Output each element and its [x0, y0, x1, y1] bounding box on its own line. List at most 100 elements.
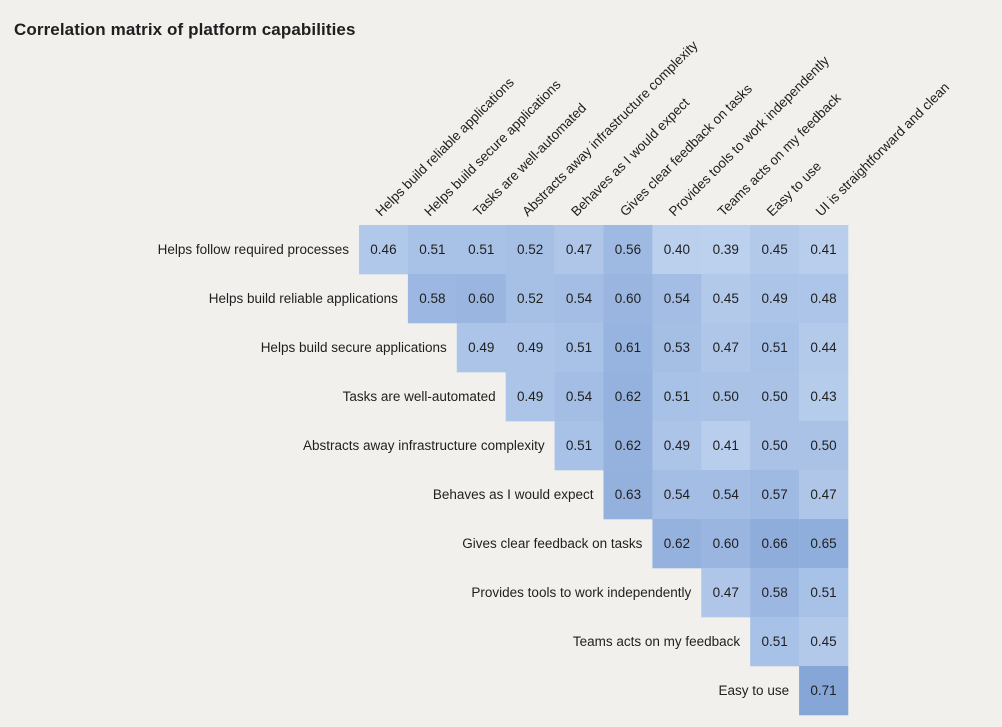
cell-value-label: 0.41	[713, 438, 739, 453]
heatmap-cell	[456, 323, 506, 373]
cell-value-label: 0.60	[615, 291, 641, 306]
cell-value-label: 0.61	[615, 340, 641, 355]
heatmap-cell	[554, 372, 604, 422]
row-label-tasks-are-well-automated: Tasks are well-automated	[343, 389, 496, 404]
heatmap-cell	[701, 519, 751, 569]
cell-value-label: 0.51	[810, 585, 836, 600]
cell-value-label: 0.44	[810, 340, 837, 355]
heatmap-cell	[603, 323, 653, 373]
cell-value-label: 0.62	[615, 389, 641, 404]
heatmap-cells: 0.46 0.51 0.51 0.52 0.47 0.56 0.40 0.39 0.45 0.41…	[359, 225, 849, 716]
cell-value-label: 0.50	[762, 438, 788, 453]
cell-value-label: 0.57	[762, 487, 788, 502]
cell-value-label: 0.48	[810, 291, 836, 306]
row-label-easy-to-use: Easy to use	[719, 683, 790, 698]
heatmap-cell	[701, 274, 751, 324]
heatmap-cell	[603, 225, 653, 275]
cell-value-label: 0.49	[762, 291, 788, 306]
cell-value-label: 0.54	[713, 487, 740, 502]
cell-value-label: 0.66	[762, 536, 788, 551]
heatmap-cell	[652, 470, 702, 520]
heatmap-cell	[750, 372, 800, 422]
heatmap-cell	[456, 274, 506, 324]
row-label-abstracts-away-infrastructure-complexity: Abstracts away infrastructure complexity	[303, 438, 545, 453]
heatmap-cell	[750, 470, 800, 520]
heatmap-cell	[799, 372, 849, 422]
row-label-helps-build-secure-applications: Helps build secure applications	[261, 340, 447, 355]
cell-value-label: 0.50	[810, 438, 836, 453]
cell-value-label: 0.49	[468, 340, 494, 355]
heatmap-cell	[701, 470, 751, 520]
cell-value-label: 0.51	[566, 438, 592, 453]
heatmap-cell	[359, 225, 409, 275]
heatmap-cell	[603, 372, 653, 422]
cell-value-label: 0.39	[713, 242, 739, 257]
cell-value-label: 0.49	[664, 438, 690, 453]
heatmap-cell	[554, 225, 604, 275]
row-label-teams-acts-on-my-feedback: Teams acts on my feedback	[573, 634, 741, 649]
cell-value-label: 0.65	[810, 536, 836, 551]
heatmap-cell	[799, 617, 849, 667]
heatmap-cell	[799, 225, 849, 275]
cell-value-label: 0.45	[762, 242, 788, 257]
row-labels: Helps follow required processes Helps bui…	[158, 242, 789, 698]
cell-value-label: 0.58	[419, 291, 445, 306]
heatmap-cell	[799, 421, 849, 471]
cell-value-label: 0.71	[810, 683, 836, 698]
cell-value-label: 0.51	[762, 634, 788, 649]
heatmap-cell	[603, 470, 653, 520]
cell-value-label: 0.58	[762, 585, 788, 600]
cell-value-label: 0.40	[664, 242, 690, 257]
heatmap-cell	[505, 274, 555, 324]
cell-value-label: 0.50	[762, 389, 788, 404]
cell-value-label: 0.60	[713, 536, 739, 551]
heatmap-cell	[652, 519, 702, 569]
cell-value-label: 0.51	[762, 340, 788, 355]
cell-value-label: 0.51	[419, 242, 445, 257]
row-label-helps-follow-required-processes: Helps follow required processes	[158, 242, 350, 257]
cell-value-label: 0.62	[615, 438, 641, 453]
heatmap-cell	[554, 323, 604, 373]
cell-value-label: 0.54	[566, 389, 593, 404]
heatmap-cell	[652, 421, 702, 471]
heatmap-cell	[407, 274, 458, 324]
cell-value-label: 0.51	[468, 242, 494, 257]
heatmap-cell	[701, 323, 751, 373]
row-label-gives-clear-feedback-on-tasks: Gives clear feedback on tasks	[462, 536, 642, 551]
heatmap-cell	[750, 617, 800, 667]
heatmap-cell	[652, 323, 702, 373]
cell-value-label: 0.49	[517, 389, 543, 404]
cell-value-label: 0.54	[664, 291, 691, 306]
heatmap-cell	[554, 274, 604, 324]
row-label-behaves-as-i-would-expect: Behaves as I would expect	[433, 487, 594, 502]
heatmap-cell	[750, 225, 800, 275]
cell-value-label: 0.47	[713, 340, 739, 355]
heatmap-cell	[799, 274, 849, 324]
heatmap-cell	[701, 568, 751, 618]
heatmap-cell	[652, 274, 702, 324]
cell-value-label: 0.47	[810, 487, 836, 502]
chart-title: Correlation matrix of platform capabilit…	[14, 20, 356, 39]
cell-value-label: 0.60	[468, 291, 494, 306]
cell-value-label: 0.51	[566, 340, 592, 355]
cell-value-label: 0.43	[810, 389, 836, 404]
cell-value-label: 0.50	[713, 389, 739, 404]
row-label-helps-build-reliable-applications: Helps build reliable applications	[209, 291, 398, 306]
heatmap-cell	[701, 372, 751, 422]
cell-value-label: 0.54	[664, 487, 691, 502]
heatmap-cell	[505, 372, 555, 422]
heatmap-cell	[456, 225, 506, 275]
heatmap-cell	[505, 323, 555, 373]
cell-value-label: 0.52	[517, 242, 543, 257]
cell-value-label: 0.56	[615, 242, 641, 257]
cell-value-label: 0.62	[664, 536, 690, 551]
cell-value-label: 0.53	[664, 340, 690, 355]
heatmap-cell	[750, 519, 800, 569]
heatmap-cell	[750, 421, 800, 471]
cell-value-label: 0.63	[615, 487, 641, 502]
cell-value-label: 0.46	[370, 242, 396, 257]
heatmap-cell	[799, 519, 849, 569]
cell-value-label: 0.51	[664, 389, 690, 404]
heatmap-cell	[799, 323, 849, 373]
